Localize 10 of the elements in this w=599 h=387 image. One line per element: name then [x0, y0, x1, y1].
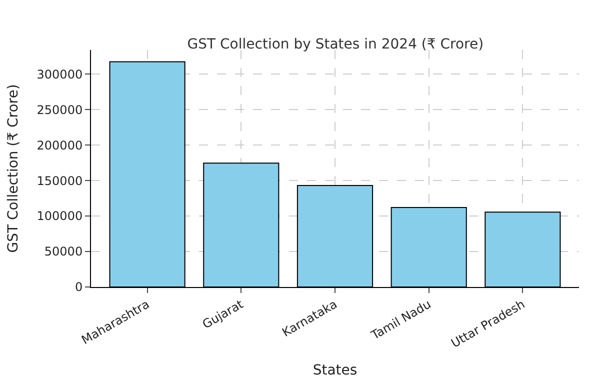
y-tick-label: 100000: [36, 209, 83, 224]
chart-title: GST Collection by States in 2024 (₹ Crore): [187, 36, 484, 52]
y-tick-label: 250000: [36, 102, 83, 117]
y-axis-title: GST Collection (₹ Crore): [5, 84, 22, 253]
y-tick-label: 0: [74, 280, 83, 294]
y-tick-label: 50000: [44, 244, 83, 259]
y-tick-label: 150000: [36, 174, 83, 188]
y-tick-label: 300000: [36, 67, 83, 82]
x-axis-title: States: [312, 362, 358, 379]
y-tick-label: 200000: [36, 138, 83, 152]
